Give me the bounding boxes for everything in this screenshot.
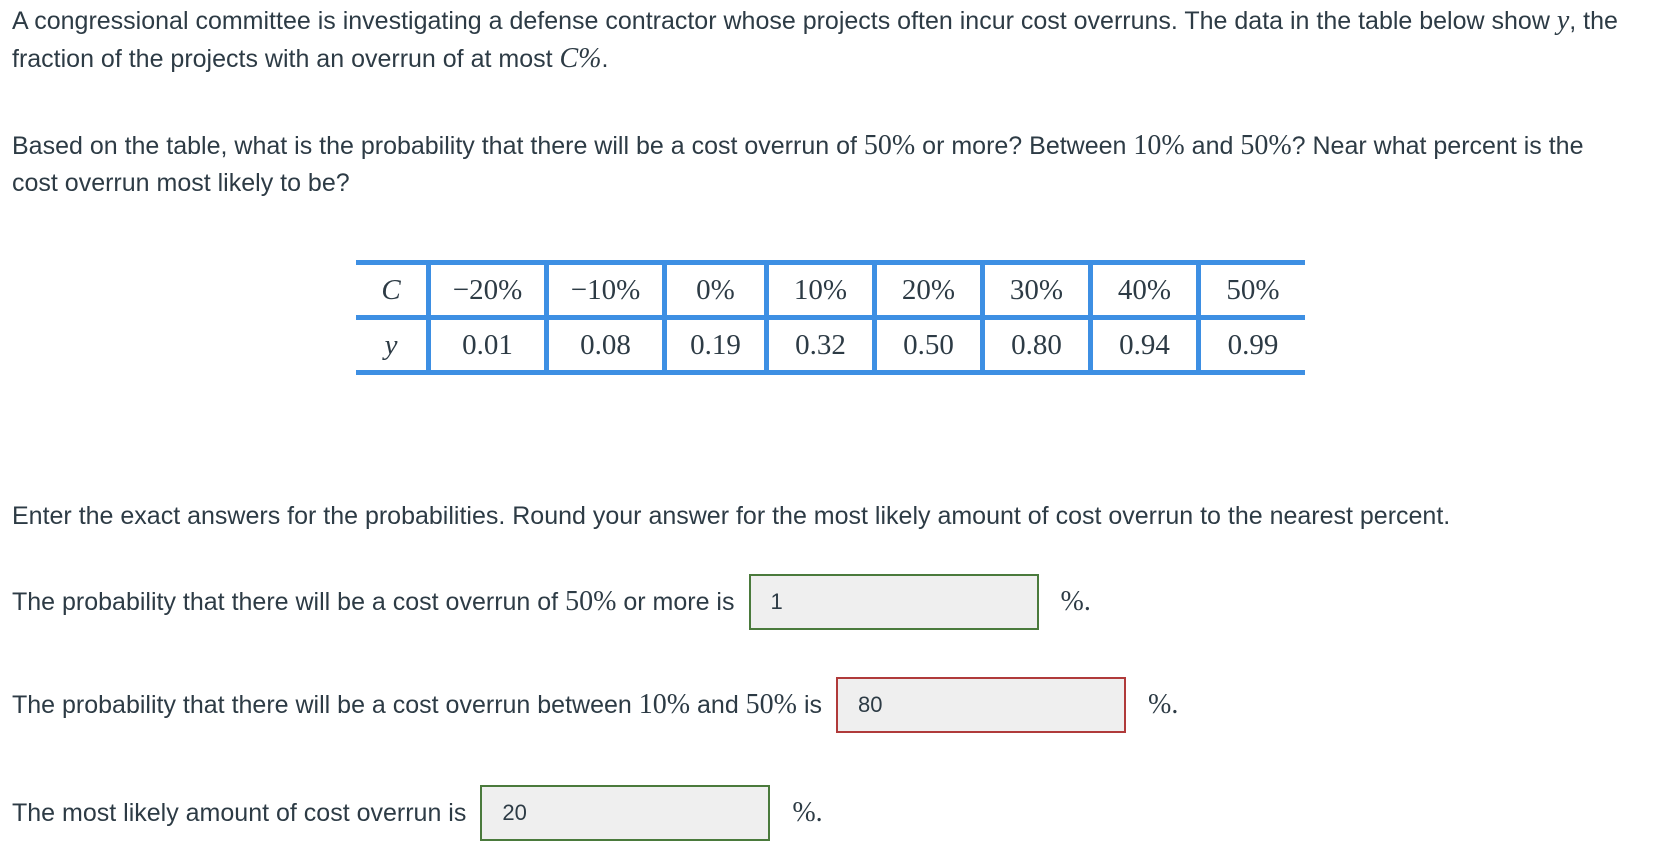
answer-row-50-or-more: The probability that there will be a cos… bbox=[12, 574, 1091, 630]
table-cell: 0.80 bbox=[980, 315, 1091, 375]
table-cell: 40% bbox=[1088, 260, 1199, 318]
table-cell: −10% bbox=[544, 260, 665, 318]
question-ask: Based on the table, what is the probabil… bbox=[12, 130, 1584, 197]
table-cell: 10% bbox=[764, 260, 875, 318]
answer-label-50-or-more: The probability that there will be a cos… bbox=[12, 586, 735, 617]
table-cell: 0% bbox=[662, 260, 767, 318]
table-cell: 30% bbox=[980, 260, 1091, 318]
answer-row-most-likely: The most likely amount of cost overrun i… bbox=[12, 785, 823, 841]
most-likely-overrun-input[interactable] bbox=[480, 785, 771, 841]
answer-label-most-likely: The most likely amount of cost overrun i… bbox=[12, 798, 467, 827]
table-row-y: y 0.01 0.08 0.19 0.32 0.50 0.80 0.94 0.9… bbox=[356, 315, 1305, 375]
instructions: Enter the exact answers for the probabil… bbox=[12, 502, 1451, 530]
question-intro: A congressional committee is investigati… bbox=[12, 5, 1618, 74]
row-header-c: C bbox=[356, 260, 429, 318]
overrun-data-table: C −20% −10% 0% 10% 20% 30% 40% 50% y 0.0… bbox=[356, 260, 1305, 375]
variable-c-percent: C% bbox=[559, 43, 602, 74]
table-cell: 50% bbox=[1196, 260, 1305, 318]
table-cell: 0.08 bbox=[544, 315, 665, 375]
table-cell: 0.19 bbox=[662, 315, 767, 375]
percent-unit: %. bbox=[1148, 689, 1179, 720]
table-cell: 0.32 bbox=[764, 315, 875, 375]
variable-y: y bbox=[1556, 5, 1570, 36]
table-cell: 0.94 bbox=[1088, 315, 1199, 375]
probability-10-to-50-input[interactable] bbox=[836, 677, 1126, 733]
percent-unit: %. bbox=[1060, 586, 1091, 617]
answer-row-10-to-50: The probability that there will be a cos… bbox=[12, 677, 1178, 733]
table-cell: 0.01 bbox=[426, 315, 547, 375]
table-cell: 0.99 bbox=[1196, 315, 1305, 375]
percent-unit: %. bbox=[792, 797, 823, 828]
probability-50-or-more-input[interactable] bbox=[748, 574, 1039, 630]
row-header-y: y bbox=[356, 315, 429, 375]
table-cell: 20% bbox=[872, 260, 983, 318]
answer-label-10-to-50: The probability that there will be a cos… bbox=[12, 689, 822, 720]
table-row-c: C −20% −10% 0% 10% 20% 30% 40% 50% bbox=[356, 260, 1305, 318]
table-cell: 0.50 bbox=[872, 315, 983, 375]
table-cell: −20% bbox=[426, 260, 547, 318]
